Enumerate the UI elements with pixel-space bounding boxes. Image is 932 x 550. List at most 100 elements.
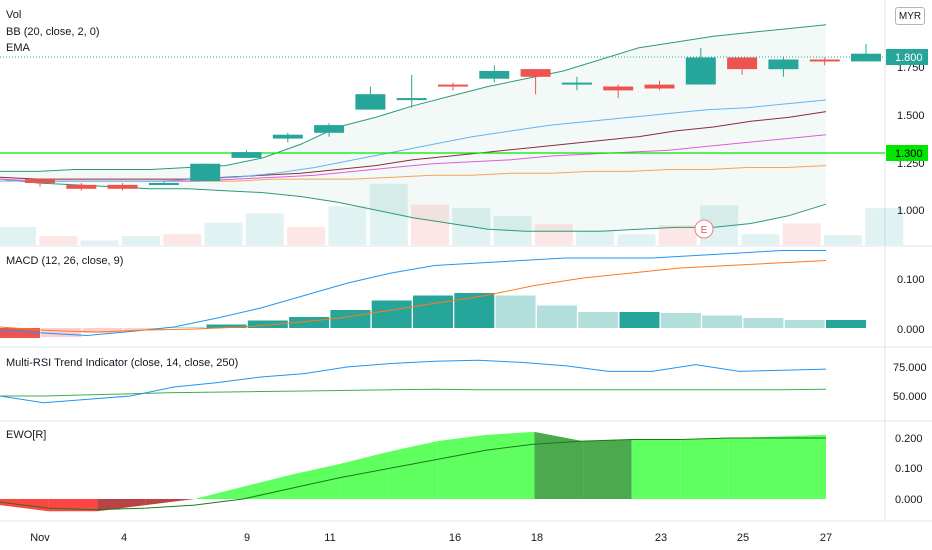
time-label: 27 — [820, 532, 832, 544]
ewo-area — [0, 431, 826, 512]
volume-bar — [534, 224, 573, 245]
candle-body — [561, 82, 592, 85]
volume-bar — [204, 222, 243, 245]
signal-line — [0, 260, 827, 333]
candle-body — [107, 184, 138, 189]
macd-histogram-bar — [123, 328, 164, 331]
candle-body — [851, 53, 881, 62]
candle-body — [314, 125, 345, 133]
macd-histogram-bar — [330, 310, 371, 328]
macd-histogram-bar — [454, 293, 495, 328]
main-pane[interactable]: E Vol BB (20, close, 2, 0) EMA — [0, 9, 904, 245]
ewo-area-segment — [388, 441, 438, 499]
legend-ewo[interactable]: EWO[R] — [6, 429, 46, 441]
macd-histogram-bar — [413, 295, 453, 328]
candle-body — [644, 84, 675, 89]
legend-vol[interactable]: Vol — [6, 9, 21, 21]
time-label: 4 — [121, 532, 127, 544]
macd-histogram-bar — [536, 305, 577, 328]
ewo-tick-0100: 0.100 — [895, 463, 923, 475]
legend-ema[interactable]: EMA — [6, 42, 31, 54]
ewo-pane[interactable]: EWO[R] — [0, 429, 826, 512]
volume-bar — [0, 227, 36, 245]
candle-body — [355, 94, 386, 110]
candle-body — [438, 84, 468, 87]
volume-bar — [576, 230, 615, 245]
macd-histogram-bar — [206, 324, 247, 328]
volume-bar — [658, 225, 697, 245]
ewo-area-segment — [242, 474, 292, 499]
price-tick-1500: 1.500 — [897, 110, 925, 122]
time-label: 11 — [324, 532, 335, 544]
ewo-tick-0000: 0.000 — [895, 494, 923, 506]
macd-histogram — [0, 293, 866, 338]
macd-histogram-bar — [702, 315, 743, 328]
time-axis[interactable]: Nov 4 9 11 16 18 23 25 27 — [30, 532, 832, 544]
ewo-area-segment — [631, 439, 681, 499]
candle-body — [25, 179, 55, 183]
ewo-area-segment — [291, 463, 341, 499]
rsi-fast-line — [0, 359, 827, 404]
candle-body — [603, 86, 634, 91]
candle-body — [396, 98, 427, 101]
candle-body — [148, 183, 179, 185]
macd-histogram-bar — [578, 312, 619, 328]
time-label: 16 — [449, 532, 461, 544]
candle-body — [479, 71, 510, 79]
candle-body — [727, 57, 758, 70]
ewo-area-segment — [583, 439, 632, 499]
earnings-marker[interactable]: E — [694, 219, 714, 239]
last-price-value: 1.800 — [895, 52, 923, 64]
candle-body — [66, 184, 97, 189]
currency-button[interactable]: MYR — [895, 7, 925, 25]
macd-histogram-bar — [0, 328, 40, 338]
volume-bar — [163, 234, 202, 245]
macd-histogram-bar — [82, 328, 123, 333]
legend-bb[interactable]: BB (20, close, 2, 0) — [6, 26, 100, 38]
macd-histogram-bar — [289, 317, 330, 328]
volume-bar — [782, 223, 821, 245]
macd-tick-0100: 0.100 — [897, 274, 925, 286]
macd-histogram-bar — [247, 320, 288, 328]
macd-histogram-bar — [826, 320, 866, 328]
rsi-tick-50: 50.000 — [893, 391, 927, 403]
ewo-area-segment — [145, 499, 195, 506]
macd-tick-0000: 0.000 — [897, 324, 925, 336]
volume-bar — [411, 204, 449, 245]
macd-histogram-bar — [165, 327, 206, 328]
rsi-slow-line — [0, 388, 827, 397]
volume-bar — [369, 183, 408, 245]
legend-rsi[interactable]: Multi-RSI Trend Indicator (close, 14, cl… — [6, 357, 238, 369]
bb-upper-line — [0, 24, 827, 172]
macd-histogram-bar — [784, 320, 825, 328]
candle-body — [190, 163, 221, 182]
volume-bar — [824, 235, 862, 245]
macd-histogram-bar — [495, 295, 536, 328]
ema-blue-line — [0, 99, 827, 182]
ewo-area-segment — [728, 436, 778, 499]
time-label: 9 — [244, 532, 250, 544]
candlesticks — [25, 44, 881, 191]
volume-bars — [0, 183, 904, 245]
volume-bar — [617, 234, 656, 245]
macd-pane[interactable]: MACD (12, 26, close, 9) — [0, 250, 866, 339]
time-label: 25 — [737, 532, 749, 544]
ewo-area-segment — [194, 486, 243, 499]
ewo-tick-0200: 0.200 — [895, 433, 923, 445]
volume-bar — [121, 236, 160, 245]
candle-body — [685, 57, 716, 85]
hline-price-label: 1.300 — [886, 145, 928, 161]
candle-body — [768, 59, 799, 70]
candle-body — [231, 152, 262, 158]
ewo-area-segment — [485, 431, 535, 499]
earnings-marker-label: E — [701, 225, 708, 236]
rsi-pane[interactable]: Multi-RSI Trend Indicator (close, 14, cl… — [0, 357, 827, 404]
macd-histogram-bar — [660, 313, 701, 328]
ewo-area-segment — [340, 451, 389, 499]
last-price-label: 1.800 — [886, 49, 928, 65]
volume-bar — [865, 208, 904, 245]
volume-bar — [287, 227, 326, 245]
legend-macd[interactable]: MACD (12, 26, close, 9) — [6, 255, 123, 267]
volume-bar — [245, 213, 284, 245]
